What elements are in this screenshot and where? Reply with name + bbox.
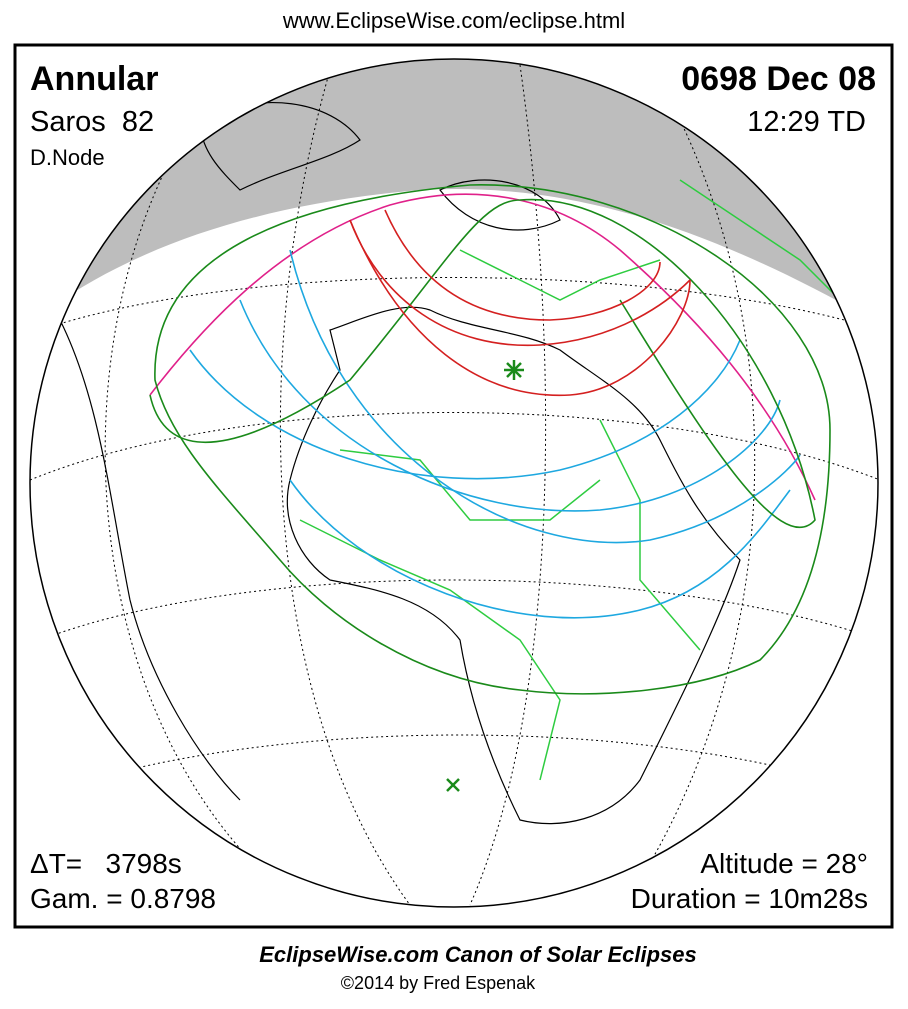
- graticule: [30, 64, 878, 906]
- eclipse-type: Annular: [30, 60, 158, 98]
- eclipse-curves: [149, 184, 831, 695]
- saros: Saros 82: [30, 106, 154, 138]
- delta-t: ΔT= 3798s: [30, 848, 182, 879]
- footer-title: EclipseWise.com Canon of Solar Eclipses: [259, 942, 697, 967]
- copyright: ©2014 by Fred Espenak: [341, 973, 536, 993]
- time: 12:29 TD: [747, 106, 866, 138]
- greatest-eclipse-marker: [446, 360, 524, 792]
- eclipse-date: 0698 Dec 08: [681, 60, 876, 98]
- gamma: Gam. = 0.8798: [30, 883, 216, 914]
- globe-outline: [29, 58, 879, 908]
- url: www.EclipseWise.com/eclipse.html: [282, 8, 625, 33]
- altitude: Altitude = 28°: [700, 848, 868, 879]
- node: D.Node: [30, 145, 105, 170]
- duration: Duration = 10m28s: [631, 883, 868, 914]
